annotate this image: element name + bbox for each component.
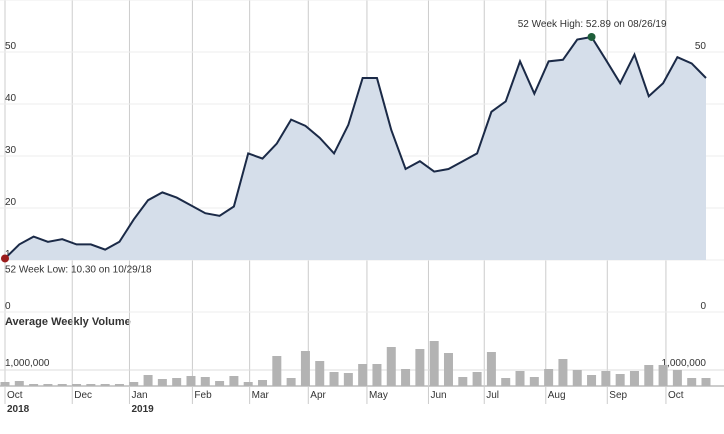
- volume-bar: [587, 375, 597, 386]
- volume-bar: [43, 384, 53, 386]
- volume-bar: [315, 361, 325, 386]
- volume-bar: [200, 377, 210, 386]
- year-label: 2019: [131, 404, 154, 415]
- y-tick-label: 40: [5, 93, 17, 104]
- volume-bar: [658, 365, 668, 386]
- volume-tick-label-right: 1,000,000: [662, 358, 707, 369]
- volume-bar: [558, 359, 568, 386]
- volume-bar: [458, 377, 468, 386]
- volume-bar: [229, 376, 239, 386]
- volume-bar: [186, 376, 196, 386]
- volume-bar: [372, 364, 382, 386]
- volume-bar: [14, 381, 24, 386]
- y2-tick-label: 0: [700, 301, 706, 312]
- year-label: 2018: [7, 404, 30, 415]
- y-tick-label: 30: [5, 145, 17, 156]
- y-tick-label: 50: [5, 41, 17, 52]
- volume-bar: [29, 384, 39, 386]
- volume-bar: [544, 369, 554, 386]
- volume-bar: [601, 371, 611, 386]
- volume-bar: [429, 341, 439, 386]
- x-tick-label: Aug: [548, 390, 566, 401]
- x-tick-label: May: [369, 390, 388, 401]
- volume-bar: [358, 364, 368, 386]
- x-tick-label: Feb: [194, 390, 212, 401]
- high-annotation: 52 Week High: 52.89 on 08/26/19: [518, 19, 667, 30]
- x-tick-label: Oct: [7, 390, 23, 401]
- x-tick-label: Oct: [668, 390, 684, 401]
- y-tick-label: 20: [5, 197, 17, 208]
- volume-title: Average Weekly Volume: [5, 316, 131, 328]
- x-tick-label: Sep: [609, 390, 627, 401]
- x-tick-label: Apr: [310, 390, 326, 401]
- volume-bar: [215, 381, 225, 386]
- y-tick-label: 0: [5, 301, 11, 312]
- x-tick-label: Jul: [486, 390, 499, 401]
- x-tick-label: Dec: [74, 390, 92, 401]
- volume-bar: [114, 384, 124, 386]
- volume-bar: [386, 347, 396, 386]
- volume-bar: [472, 372, 482, 386]
- volume-bar: [272, 356, 282, 386]
- volume-bar: [486, 352, 496, 386]
- volume-bar: [529, 377, 539, 386]
- volume-bar: [629, 371, 639, 386]
- volume-bar: [0, 382, 10, 386]
- high-marker: [587, 32, 596, 41]
- volume-bar: [72, 384, 82, 386]
- volume-bar: [129, 382, 139, 386]
- volume-bar: [401, 369, 411, 386]
- volume-bar: [100, 384, 110, 386]
- volume-bar: [243, 382, 253, 386]
- y2-tick-label: 50: [695, 41, 707, 52]
- price-area: [5, 36, 706, 260]
- low-annotation: 52 Week Low: 10.30 on 10/29/18: [5, 264, 152, 275]
- volume-bar: [687, 378, 697, 386]
- volume-bar: [443, 353, 453, 386]
- volume-bar: [172, 378, 182, 386]
- volume-bar: [258, 380, 268, 386]
- volume-bar: [286, 378, 296, 386]
- volume-bar: [615, 374, 625, 386]
- volume-bar: [572, 370, 582, 386]
- volume-bar: [701, 378, 711, 386]
- x-tick-label: Jun: [430, 390, 446, 401]
- volume-bar: [501, 378, 511, 386]
- x-tick-label: Mar: [252, 390, 270, 401]
- volume-bar: [644, 365, 654, 386]
- x-tick-label: Jan: [131, 390, 147, 401]
- volume-bar: [157, 379, 167, 386]
- volume-bar: [415, 349, 425, 386]
- volume-bar: [300, 351, 310, 386]
- volume-bar: [343, 373, 353, 386]
- volume-bar: [515, 371, 525, 386]
- volume-bar: [143, 375, 153, 386]
- low-marker: [1, 254, 9, 263]
- volume-bar: [57, 384, 67, 386]
- volume-bar: [672, 370, 682, 386]
- volume-tick-label: 1,000,000: [5, 358, 50, 369]
- volume-bar: [86, 384, 96, 386]
- volume-bar: [329, 372, 339, 386]
